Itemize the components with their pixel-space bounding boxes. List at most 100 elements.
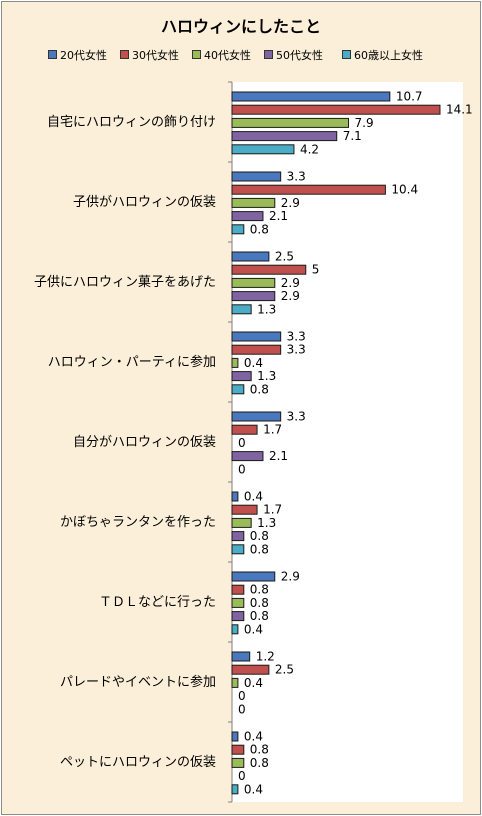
data-label: 1.3: [257, 369, 276, 383]
category-label: ハロウィン・パーティに参加: [48, 354, 216, 370]
data-label: 0.8: [250, 609, 269, 623]
bar: [231, 224, 245, 235]
data-label: 0: [238, 689, 246, 703]
bar: [231, 304, 252, 315]
bar: [231, 611, 245, 622]
chart-title: ハロウィンにしたこと: [160, 17, 321, 36]
data-label: 2.1: [269, 449, 288, 463]
legend-label: 50代女性: [276, 49, 323, 62]
data-label: 10.4: [391, 183, 418, 197]
data-label: 0.8: [250, 743, 269, 757]
data-label: 0: [238, 462, 246, 476]
data-label: 0.4: [244, 730, 263, 744]
legend-label: 20代女性: [60, 49, 107, 62]
data-label: 2.9: [281, 196, 300, 210]
data-label: 2.5: [275, 663, 294, 677]
data-label: 0.8: [250, 529, 269, 543]
legend-item: 60歳以上女性: [342, 48, 423, 64]
category-label: かぼちゃランタンを作った: [60, 515, 216, 530]
bar: [231, 251, 270, 262]
bar: [231, 731, 239, 742]
bar: [231, 344, 282, 355]
data-label: 14.1: [446, 103, 473, 117]
data-label: 0.8: [250, 542, 269, 556]
bar: [231, 371, 252, 382]
legend-item: 50代女性: [264, 48, 323, 64]
category-label: ＴＤＬなどに行った: [99, 595, 216, 610]
bar: [231, 277, 276, 288]
bar: [231, 144, 295, 155]
bar: [231, 531, 245, 542]
data-label: 3.3: [287, 343, 306, 357]
data-label: 7.1: [343, 129, 362, 143]
bar: [231, 171, 282, 182]
data-label: 0.8: [250, 756, 269, 770]
data-label: 1.2: [256, 650, 275, 664]
data-label: 4.2: [300, 142, 319, 156]
data-label: 2.1: [269, 209, 288, 223]
bar: [231, 744, 245, 755]
bar: [231, 104, 441, 115]
data-label: 2.5: [275, 250, 294, 264]
legend-label: 40代女性: [204, 49, 251, 62]
data-label: 0.4: [244, 490, 263, 504]
bar: [231, 517, 252, 528]
bar: [231, 757, 245, 768]
bar: [231, 211, 264, 222]
bar: [231, 184, 386, 195]
data-label: 3.3: [287, 330, 306, 344]
category-label: 子供にハロウィン菓子をあげた: [34, 275, 216, 290]
data-label: 1.3: [257, 302, 276, 316]
data-label: 1.7: [263, 503, 282, 517]
bar: [231, 784, 239, 795]
data-label: 2.9: [281, 276, 300, 290]
bar: [231, 291, 276, 302]
category-label: 子供がハロウィンの仮装: [73, 195, 216, 210]
category-label: 自宅にハロウィンの飾り付け: [47, 115, 216, 130]
bar: [231, 117, 350, 128]
legend-swatch: [120, 50, 129, 59]
data-label: 0: [238, 769, 246, 783]
legend-item: 20代女性: [48, 48, 107, 64]
bar: [231, 384, 245, 395]
bar: [231, 424, 258, 435]
legend-label: 60歳以上女性: [354, 49, 423, 62]
bar: [231, 597, 245, 608]
category-label: 自分がハロウィンの仮装: [73, 435, 216, 450]
data-label: 0.8: [250, 583, 269, 597]
bar: [231, 504, 258, 515]
data-label: 0.4: [244, 622, 263, 636]
bar: [231, 571, 276, 582]
data-label: 0.4: [244, 676, 263, 690]
data-label: 0.8: [250, 596, 269, 610]
legend-swatch: [342, 50, 351, 59]
data-label: 0: [238, 436, 246, 450]
legend-item: 30代女性: [120, 48, 179, 64]
legend: 20代女性 30代女性 40代女性 50代女性 60歳以上女性: [48, 48, 478, 68]
bar: [231, 411, 282, 422]
legend-item: 40代女性: [192, 48, 251, 64]
bar: [231, 664, 270, 675]
category-label: パレードやイベントに参加: [60, 674, 216, 690]
category-label: ペットにハロウィンの仮装: [60, 755, 216, 770]
data-label: 1.7: [263, 423, 282, 437]
bar: [231, 544, 245, 555]
data-label: 3.3: [287, 170, 306, 184]
bar: [231, 677, 239, 688]
legend-swatch: [48, 50, 57, 59]
bar: [231, 131, 338, 142]
data-label: 10.7: [396, 90, 423, 104]
data-label: 1.3: [257, 516, 276, 530]
bar: [231, 91, 391, 102]
bar: [231, 491, 239, 502]
bar: [231, 451, 264, 462]
bar: [231, 197, 276, 208]
data-label: 7.9: [355, 116, 374, 130]
data-label: 0.8: [250, 382, 269, 396]
legend-swatch: [192, 50, 201, 59]
bar: [231, 624, 239, 635]
data-label: 2.9: [281, 289, 300, 303]
data-label: 0.4: [244, 782, 263, 796]
data-label: 3.3: [287, 410, 306, 424]
